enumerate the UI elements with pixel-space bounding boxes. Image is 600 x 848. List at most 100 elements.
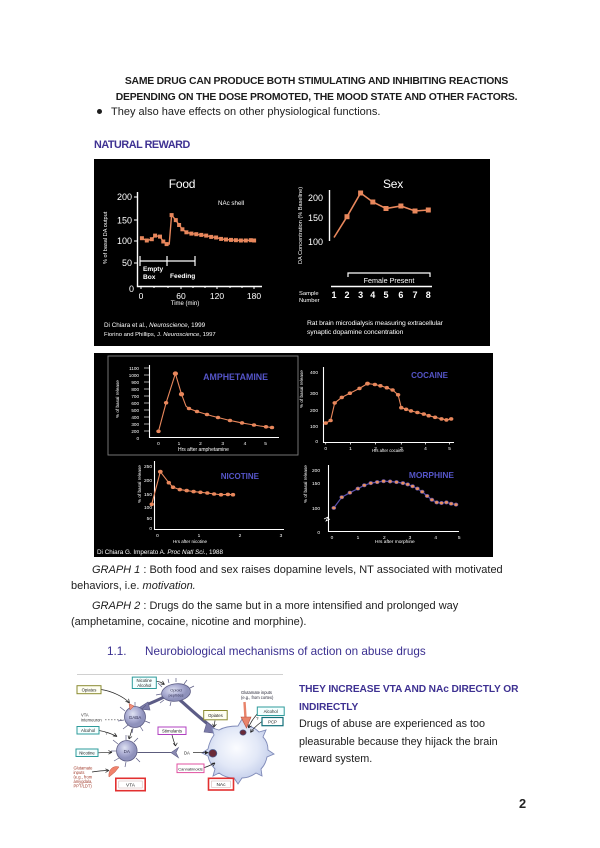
svg-text:180: 180 xyxy=(247,291,261,301)
svg-text:1: 1 xyxy=(357,535,360,541)
svg-text:Glutamate: Glutamate xyxy=(74,766,94,771)
svg-text:1000: 1000 xyxy=(129,373,140,378)
svg-text:6: 6 xyxy=(398,290,403,300)
svg-text:COCAINE: COCAINE xyxy=(411,371,449,380)
svg-text:Hrs after morphine: Hrs after morphine xyxy=(375,539,415,545)
svg-text:7: 7 xyxy=(412,290,417,300)
svg-text:Opioid: Opioid xyxy=(170,688,182,693)
svg-text:1: 1 xyxy=(198,533,201,539)
svg-text:Glutamate inputs: Glutamate inputs xyxy=(241,690,272,695)
svg-text:200: 200 xyxy=(131,429,139,434)
svg-text:3: 3 xyxy=(400,446,403,452)
svg-text:4: 4 xyxy=(244,441,247,447)
svg-text:3: 3 xyxy=(280,533,283,539)
svg-text:Number: Number xyxy=(299,298,320,304)
svg-text:1: 1 xyxy=(349,446,352,452)
svg-text:150: 150 xyxy=(312,481,320,487)
svg-text:50: 50 xyxy=(122,258,132,268)
svg-text:0: 0 xyxy=(129,284,134,294)
svg-text:Stimulants: Stimulants xyxy=(162,729,182,734)
svg-text:800: 800 xyxy=(131,387,139,392)
svg-text:AMPHETAMINE: AMPHETAMINE xyxy=(203,372,268,382)
svg-text:NICOTINE: NICOTINE xyxy=(221,472,260,481)
svg-text:PPT/LDT): PPT/LDT) xyxy=(74,784,93,789)
svg-text:300: 300 xyxy=(310,391,318,397)
svg-text:Alcohol: Alcohol xyxy=(81,728,95,733)
svg-text:peptides: peptides xyxy=(168,692,183,697)
svg-text:2: 2 xyxy=(383,535,386,541)
svg-text:inputs: inputs xyxy=(74,770,85,775)
svg-text:0: 0 xyxy=(324,446,327,452)
svg-text:Feeding: Feeding xyxy=(170,273,195,280)
svg-text:% of basal DA output: % of basal DA output xyxy=(103,211,109,264)
svg-text:% of basal release: % of basal release xyxy=(137,465,142,503)
svg-text:5: 5 xyxy=(458,535,461,541)
svg-text:400: 400 xyxy=(310,370,318,376)
svg-text:200: 200 xyxy=(312,468,320,474)
svg-text:150: 150 xyxy=(308,213,323,223)
svg-text:600: 600 xyxy=(131,401,139,406)
svg-text:?: ? xyxy=(256,716,259,721)
svg-text:0: 0 xyxy=(317,530,320,536)
svg-text:60: 60 xyxy=(176,291,186,301)
svg-text:Box: Box xyxy=(143,274,156,281)
svg-text:amygdala,: amygdala, xyxy=(74,779,93,784)
svg-text:Hrs after cocaine: Hrs after cocaine xyxy=(372,448,404,453)
svg-text:2: 2 xyxy=(374,446,377,452)
svg-text:100: 100 xyxy=(312,506,320,512)
svg-text:Alcohol: Alcohol xyxy=(137,683,151,688)
svg-text:% of basal release: % of basal release xyxy=(303,465,308,503)
svg-text:DA: DA xyxy=(124,749,130,754)
svg-text:0: 0 xyxy=(331,535,334,541)
svg-text:0: 0 xyxy=(315,439,318,445)
svg-text:Nicotine: Nicotine xyxy=(79,751,95,756)
svg-text:NAc: NAc xyxy=(216,782,226,788)
svg-text:900: 900 xyxy=(131,380,139,385)
svg-text:GABA: GABA xyxy=(129,715,142,720)
svg-text:5: 5 xyxy=(264,441,267,447)
svg-text:0: 0 xyxy=(157,441,160,447)
svg-text:200: 200 xyxy=(117,192,132,202)
svg-text:Hrs after nicotine: Hrs after nicotine xyxy=(173,539,208,544)
svg-text:5: 5 xyxy=(448,446,451,452)
svg-text:Sex: Sex xyxy=(383,177,403,191)
svg-text:2: 2 xyxy=(199,441,202,447)
svg-text:3: 3 xyxy=(409,535,412,541)
svg-text:DA: DA xyxy=(184,750,190,755)
svg-text:2: 2 xyxy=(344,290,349,300)
svg-text:3: 3 xyxy=(221,441,224,447)
svg-text:150: 150 xyxy=(144,492,152,498)
svg-text:Female Present: Female Present xyxy=(364,276,415,285)
svg-text:500: 500 xyxy=(131,408,139,413)
svg-text:0: 0 xyxy=(156,533,159,539)
svg-text:MORPHINE: MORPHINE xyxy=(409,470,455,480)
svg-text:150: 150 xyxy=(117,216,132,226)
svg-text:400: 400 xyxy=(131,415,139,420)
svg-text:Empty: Empty xyxy=(143,266,163,273)
svg-text:120: 120 xyxy=(210,291,224,301)
svg-text:0: 0 xyxy=(139,291,144,301)
svg-text:?: ? xyxy=(105,731,108,736)
svg-text:5: 5 xyxy=(383,290,388,300)
svg-text:synaptic dopamine concentratio: synaptic dopamine concentration xyxy=(307,329,404,336)
svg-text:1: 1 xyxy=(331,290,336,300)
svg-text:PCP: PCP xyxy=(268,720,277,725)
svg-text:300: 300 xyxy=(131,422,139,427)
svg-text:700: 700 xyxy=(131,394,139,399)
svg-text:100: 100 xyxy=(310,424,318,430)
svg-text:Sample: Sample xyxy=(299,291,319,297)
svg-text:Di Chiara G. Imperato A. Proc: Di Chiara G. Imperato A. Proc Natl Sci.,… xyxy=(97,549,224,556)
svg-text:4: 4 xyxy=(434,535,437,541)
svg-text:3: 3 xyxy=(358,290,363,300)
svg-text:1100: 1100 xyxy=(129,366,139,371)
svg-text:(e.g., from: (e.g., from xyxy=(74,775,93,780)
svg-text:200: 200 xyxy=(308,193,323,203)
svg-text:4: 4 xyxy=(424,446,427,452)
svg-text:Rat brain microdialysis measur: Rat brain microdialysis measuring extrac… xyxy=(307,320,444,327)
svg-text:interneuron: interneuron xyxy=(81,717,102,722)
svg-text:Alcohol: Alcohol xyxy=(264,709,278,714)
svg-text:VTA: VTA xyxy=(126,782,136,788)
svg-text:1: 1 xyxy=(178,441,181,447)
svg-text:(e.g., from cortex): (e.g., from cortex) xyxy=(241,695,274,700)
svg-text:Cannabinoids: Cannabinoids xyxy=(178,766,202,771)
